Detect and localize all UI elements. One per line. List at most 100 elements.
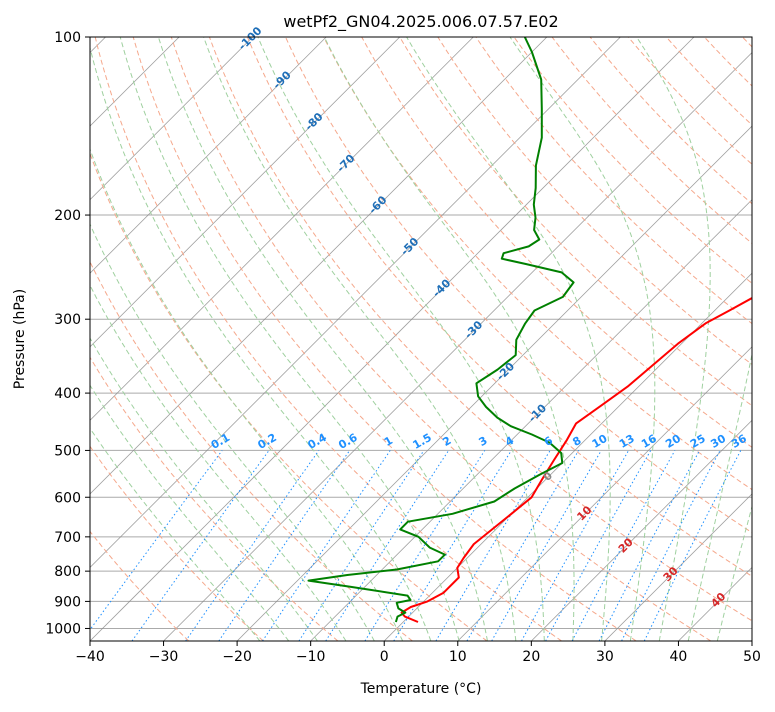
moist-adiabat-line <box>324 37 574 641</box>
dry-adiabat-line <box>133 37 636 641</box>
mixing-ratio-line <box>467 450 579 641</box>
y-tick-label: 200 <box>54 208 81 224</box>
y-tick-label: 1000 <box>45 621 81 637</box>
dry-adiabat-label: -30 <box>462 318 485 341</box>
dry-adiabat-line <box>0 37 189 641</box>
isotherm-line <box>0 37 326 641</box>
mixing-ratio-label: 20 <box>663 432 683 451</box>
dry-adiabat-label: -100 <box>236 24 265 53</box>
mixing-ratio-label: 3 <box>476 434 489 449</box>
x-tick-label: −30 <box>149 649 179 665</box>
moist-adiabat-line <box>11 37 346 641</box>
y-tick-label: 500 <box>54 443 81 459</box>
isotherm-line <box>90 37 694 641</box>
mixing-ratio-line <box>326 450 449 641</box>
mixing-ratio-label: 1 <box>382 434 395 449</box>
dry-adiabat-line <box>19 37 413 641</box>
mixing-ratio-label: 0.1 <box>209 431 232 452</box>
y-tick-label: 100 <box>54 30 81 46</box>
mixing-ratio-label: 25 <box>688 432 708 451</box>
moist-adiabat-line <box>688 37 775 641</box>
isotherm-line <box>531 37 775 641</box>
mixing-ratio-line <box>546 450 651 641</box>
dry-adiabat-line <box>209 37 775 641</box>
dry-adiabat-line <box>590 37 775 641</box>
moist-adiabat-line <box>510 37 655 641</box>
x-tick-label: −40 <box>75 649 105 665</box>
dry-adiabat-line <box>742 37 775 641</box>
dry-adiabat-line <box>628 37 775 641</box>
isotherm-line <box>678 37 775 641</box>
mixing-ratio-label: 16 <box>639 432 659 451</box>
dry-adiabat-label: -60 <box>366 193 389 216</box>
isotherm-line <box>0 37 473 641</box>
dry-adiabat-line <box>552 37 775 641</box>
isotherm-line <box>0 37 253 641</box>
dry-adiabat-label: -40 <box>430 276 453 299</box>
mixing-ratio-line <box>644 450 741 641</box>
plot-frame <box>90 37 752 641</box>
y-tick-label: 400 <box>54 386 81 402</box>
dry-adiabat-line <box>438 37 775 641</box>
mixing-ratio-label: 36 <box>729 432 749 451</box>
mixing-ratio-label: 1.5 <box>410 431 433 452</box>
mixing-ratio-label: 8 <box>570 434 583 449</box>
x-tick-label: 10 <box>449 649 467 665</box>
mixing-ratio-label: 2 <box>440 434 453 449</box>
x-tick-label: −20 <box>222 649 252 665</box>
moist-adiabat-label: 30 <box>661 564 681 584</box>
moist-adiabat-line <box>0 37 289 641</box>
isotherm-line <box>237 37 775 641</box>
x-tick-label: 20 <box>522 649 540 665</box>
y-tick-label: 300 <box>54 312 81 328</box>
background-lines-layer <box>0 37 775 641</box>
chart-title: wetPf2_GN04.2025.006.07.57.E02 <box>283 12 558 32</box>
y-axis-label: Pressure (hPa) <box>12 289 28 389</box>
moist-adiabat-line <box>717 37 775 641</box>
moist-adiabat-line <box>0 37 317 641</box>
dry-adiabat-label: -20 <box>494 360 517 383</box>
isotherm-line <box>605 37 775 641</box>
x-axis-label: Temperature (°C) <box>360 681 482 697</box>
mixing-ratio-label: 0.4 <box>305 431 329 452</box>
isotherm-line <box>458 37 775 641</box>
x-tick-label: 50 <box>743 649 761 665</box>
mixing-ratio-label: 30 <box>708 432 728 451</box>
mixing-ratio-line <box>82 450 222 641</box>
y-tick-label: 800 <box>54 564 81 580</box>
moist-adiabat-line <box>59 37 403 641</box>
dry-adiabat-line <box>514 37 775 641</box>
dry-adiabat-label: -10 <box>526 401 549 424</box>
x-tick-label: 0 <box>380 649 389 665</box>
isotherm-line <box>752 37 775 641</box>
moist-adiabat-line <box>637 37 711 641</box>
y-tick-label: 600 <box>54 490 81 506</box>
y-tick-label: 700 <box>54 530 81 546</box>
y-tick-label: 900 <box>54 594 81 610</box>
isotherm-line <box>16 37 620 641</box>
isotherm-line <box>0 37 547 641</box>
temperature-profile-line <box>402 37 775 622</box>
mixing-ratio-label: 10 <box>590 432 610 451</box>
isotherm-line <box>384 37 775 641</box>
x-tick-label: −10 <box>296 649 326 665</box>
dry-adiabat-line <box>57 37 487 641</box>
mixing-ratio-line <box>622 450 721 641</box>
dry-adiabat-label: -80 <box>302 110 325 133</box>
x-tick-label: 30 <box>596 649 614 665</box>
mixing-ratio-line <box>599 450 700 641</box>
mixing-ratio-label: 13 <box>617 432 637 451</box>
isotherm-line <box>164 37 768 641</box>
moist-adiabat-line <box>0 37 260 641</box>
dry-adiabat-line <box>0 37 263 641</box>
dry-adiabat-label: -70 <box>334 152 357 175</box>
dewpoint-profile-line <box>309 37 574 622</box>
isotherm-line <box>0 37 400 641</box>
dry-adiabat-line <box>704 37 775 641</box>
mixing-ratio-line <box>219 450 350 641</box>
dry-adiabat-line <box>0 37 338 641</box>
